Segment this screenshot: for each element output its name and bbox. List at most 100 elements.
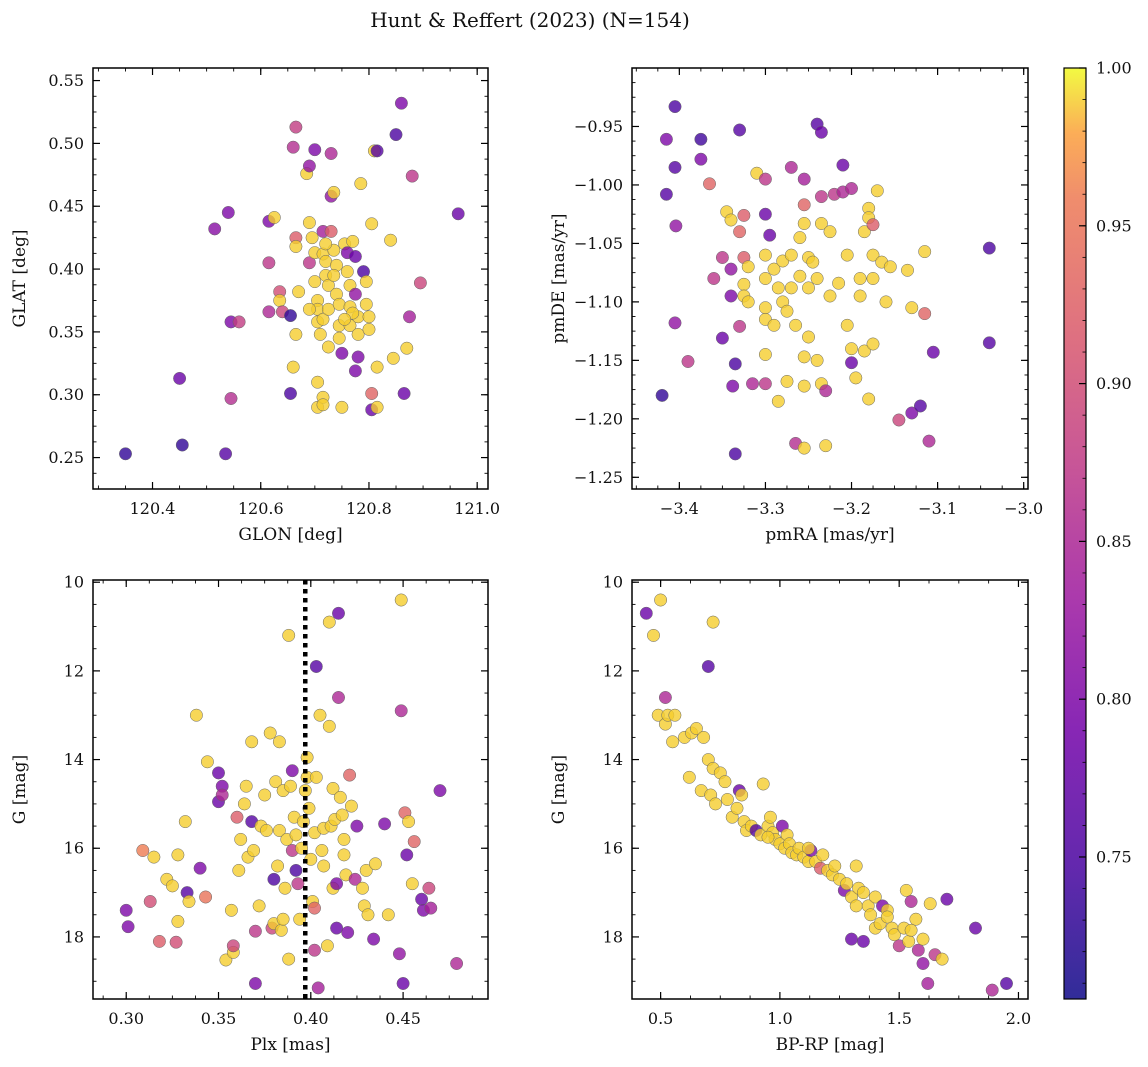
scatter-points [119, 593, 464, 995]
x-tick-label: 2.0 [1006, 1009, 1031, 1028]
data-point [343, 768, 357, 782]
data-point [327, 268, 341, 282]
data-point [845, 356, 858, 370]
scatter-points [655, 100, 996, 461]
scatter-points [639, 593, 1013, 997]
data-point [737, 277, 751, 291]
data-point [761, 830, 775, 844]
data-point [337, 848, 351, 862]
data-point [178, 815, 192, 829]
data-point [433, 784, 447, 798]
data-point [668, 316, 682, 330]
colorbar-tick-label: 0.75 [1096, 847, 1132, 866]
data-point [969, 921, 982, 935]
data-point [285, 764, 299, 778]
data-point [284, 779, 297, 793]
data-point [879, 295, 893, 309]
y-tick-label: 14 [64, 750, 84, 769]
data-point [262, 256, 276, 270]
x-axis-label: Plx [mas] [250, 1035, 330, 1055]
data-point [348, 287, 362, 301]
data-point [252, 899, 266, 913]
scatter-points [119, 96, 465, 461]
y-tick-label: 12 [603, 661, 623, 680]
data-point [694, 132, 708, 146]
data-point [763, 228, 777, 242]
colorbar-tick-label: 0.95 [1096, 216, 1132, 235]
data-point [746, 377, 759, 391]
y-axis-label: G [mag] [10, 755, 30, 824]
data-point [234, 832, 248, 846]
data-point [350, 819, 364, 833]
data-point [407, 835, 421, 849]
data-point [384, 233, 398, 247]
x-tick-label: −3.0 [1004, 499, 1043, 518]
data-point [758, 348, 772, 361]
data-point [922, 434, 936, 448]
data-point [659, 187, 673, 201]
x-tick-label: 1.0 [767, 1009, 792, 1028]
data-point [289, 240, 303, 253]
data-point [354, 177, 368, 191]
data-point [904, 923, 918, 937]
data-point [332, 691, 345, 704]
data-point [165, 879, 179, 893]
data-point [239, 779, 253, 793]
data-point [450, 957, 464, 970]
data-point [756, 777, 770, 791]
data-point [810, 353, 824, 367]
y-tick-label: −0.95 [574, 117, 623, 136]
data-point [856, 934, 870, 948]
x-tick-label: 0.40 [293, 1009, 329, 1028]
data-point [681, 355, 695, 368]
data-point [909, 912, 923, 926]
x-tick-label: 0.45 [385, 1009, 421, 1028]
data-point [394, 593, 408, 607]
data-point [849, 371, 863, 385]
data-point [311, 375, 325, 389]
x-tick-label: −3.1 [918, 499, 957, 518]
data-point [741, 295, 755, 309]
data-point [335, 346, 349, 360]
data-point [321, 302, 335, 316]
data-point [899, 883, 913, 897]
data-point [282, 628, 296, 642]
data-point [758, 377, 772, 391]
data-point [143, 895, 157, 908]
panel-cmd-color: 0.5 1.0 1.5 2.0 10 12 14 16 18 BP-RP [mag] G [mag] [549, 573, 1031, 1055]
data-point [902, 934, 916, 948]
data-point [365, 387, 379, 400]
data-point [215, 788, 229, 802]
data-point [324, 224, 338, 238]
data-point [286, 140, 300, 154]
data-point [348, 250, 362, 263]
data-point [315, 844, 329, 857]
data-point [320, 939, 334, 953]
data-point [849, 899, 863, 913]
y-axis-label: G [mag] [549, 755, 569, 824]
data-point [308, 943, 321, 957]
data-point [733, 123, 747, 137]
data-point [267, 872, 281, 886]
data-point [797, 350, 811, 364]
data-point [367, 932, 381, 946]
data-point [327, 185, 341, 199]
data-point [728, 357, 742, 371]
data-point [823, 225, 837, 239]
data-point [332, 331, 346, 345]
data-point [169, 935, 183, 949]
data-point [282, 952, 296, 966]
data-point [802, 841, 815, 855]
data-point [175, 438, 189, 452]
data-point [274, 923, 288, 937]
data-point [737, 208, 751, 222]
data-point [905, 301, 919, 315]
data-point [291, 877, 305, 891]
data-point [709, 797, 722, 811]
data-point [321, 340, 335, 354]
data-point [258, 788, 272, 802]
data-point [784, 281, 798, 295]
data-point [361, 908, 375, 922]
data-point [351, 327, 365, 341]
data-point [940, 892, 954, 906]
